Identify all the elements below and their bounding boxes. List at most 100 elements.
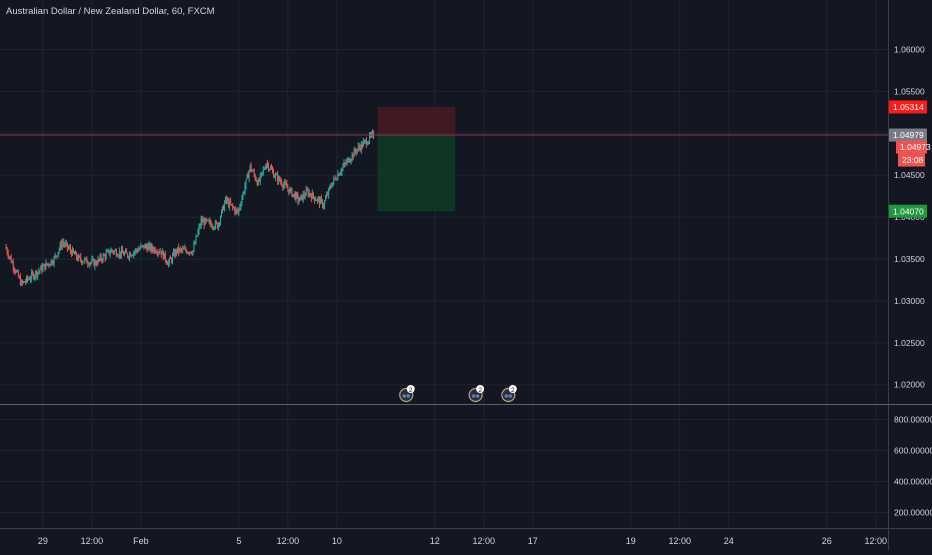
- candle[interactable]: [86, 257, 88, 264]
- candle[interactable]: [72, 249, 74, 253]
- candle[interactable]: [68, 247, 70, 249]
- candle[interactable]: [299, 196, 301, 201]
- candle[interactable]: [263, 168, 265, 170]
- candle[interactable]: [359, 147, 361, 151]
- candle[interactable]: [306, 189, 308, 191]
- candle[interactable]: [341, 168, 343, 173]
- candle[interactable]: [64, 243, 66, 245]
- candle[interactable]: [201, 219, 203, 223]
- candle[interactable]: [36, 271, 38, 277]
- candle[interactable]: [44, 264, 46, 270]
- candle[interactable]: [182, 248, 184, 251]
- candle[interactable]: [123, 252, 125, 256]
- candle[interactable]: [233, 207, 235, 209]
- candle[interactable]: [91, 259, 93, 263]
- candle[interactable]: [317, 198, 319, 200]
- candle[interactable]: [298, 200, 300, 202]
- candle[interactable]: [156, 252, 158, 254]
- candle[interactable]: [163, 253, 165, 259]
- candle[interactable]: [48, 263, 50, 265]
- candle[interactable]: [293, 193, 295, 195]
- candle[interactable]: [63, 243, 65, 245]
- candle[interactable]: [368, 134, 370, 142]
- candle[interactable]: [142, 245, 144, 247]
- candle[interactable]: [20, 281, 22, 285]
- candle[interactable]: [32, 272, 34, 274]
- candle[interactable]: [15, 271, 17, 273]
- candle[interactable]: [11, 262, 13, 264]
- candle[interactable]: [330, 186, 332, 188]
- candle[interactable]: [120, 249, 122, 256]
- candle[interactable]: [216, 223, 218, 229]
- candle[interactable]: [57, 252, 59, 256]
- candle[interactable]: [180, 248, 182, 250]
- candle[interactable]: [214, 221, 216, 228]
- candle[interactable]: [355, 151, 357, 153]
- candle[interactable]: [218, 222, 220, 224]
- candle[interactable]: [272, 169, 274, 172]
- candle[interactable]: [140, 245, 142, 249]
- candle[interactable]: [83, 261, 85, 263]
- candle[interactable]: [187, 252, 189, 254]
- candle[interactable]: [349, 161, 351, 163]
- candle[interactable]: [321, 198, 323, 201]
- candle[interactable]: [149, 244, 151, 251]
- candle[interactable]: [210, 223, 212, 227]
- candle[interactable]: [195, 236, 197, 244]
- candle[interactable]: [17, 271, 19, 277]
- candle[interactable]: [267, 164, 269, 170]
- candle[interactable]: [311, 192, 313, 199]
- candle[interactable]: [303, 194, 305, 197]
- candle[interactable]: [45, 262, 47, 270]
- candle[interactable]: [207, 219, 209, 221]
- candle[interactable]: [61, 242, 63, 248]
- candle[interactable]: [150, 245, 152, 251]
- candle[interactable]: [256, 181, 258, 186]
- candle[interactable]: [23, 281, 25, 283]
- candle[interactable]: [59, 243, 61, 249]
- candle[interactable]: [110, 249, 112, 253]
- candle[interactable]: [71, 249, 73, 256]
- candle[interactable]: [333, 177, 335, 183]
- candle[interactable]: [138, 249, 140, 252]
- candle[interactable]: [297, 195, 299, 202]
- candle[interactable]: [268, 169, 270, 171]
- candle[interactable]: [261, 171, 263, 173]
- candle[interactable]: [148, 244, 150, 246]
- candle[interactable]: [165, 260, 167, 263]
- candle[interactable]: [52, 263, 54, 265]
- candle[interactable]: [199, 226, 201, 228]
- candle[interactable]: [340, 172, 342, 174]
- candle[interactable]: [103, 255, 105, 257]
- candle[interactable]: [92, 259, 94, 261]
- candle[interactable]: [132, 255, 134, 257]
- candle[interactable]: [206, 219, 208, 221]
- candle[interactable]: [124, 253, 126, 256]
- candle[interactable]: [365, 140, 367, 145]
- candle[interactable]: [128, 256, 130, 258]
- candle[interactable]: [292, 193, 294, 197]
- candle[interactable]: [328, 188, 330, 195]
- candle[interactable]: [29, 279, 31, 281]
- candle[interactable]: [304, 195, 306, 197]
- candle[interactable]: [31, 272, 33, 279]
- candle[interactable]: [101, 259, 103, 261]
- candle[interactable]: [80, 256, 82, 261]
- candle[interactable]: [155, 252, 157, 254]
- candle[interactable]: [232, 204, 234, 208]
- candle[interactable]: [329, 186, 331, 189]
- candle[interactable]: [274, 177, 276, 179]
- candle[interactable]: [114, 250, 116, 252]
- candle[interactable]: [184, 248, 186, 250]
- candle[interactable]: [240, 204, 242, 207]
- candle[interactable]: [97, 258, 99, 265]
- candle[interactable]: [118, 251, 120, 256]
- candle[interactable]: [250, 164, 252, 171]
- candle[interactable]: [194, 243, 196, 245]
- candle[interactable]: [78, 255, 80, 260]
- candle[interactable]: [230, 201, 232, 205]
- candle[interactable]: [237, 210, 239, 213]
- candle[interactable]: [204, 218, 206, 226]
- candle[interactable]: [46, 262, 48, 265]
